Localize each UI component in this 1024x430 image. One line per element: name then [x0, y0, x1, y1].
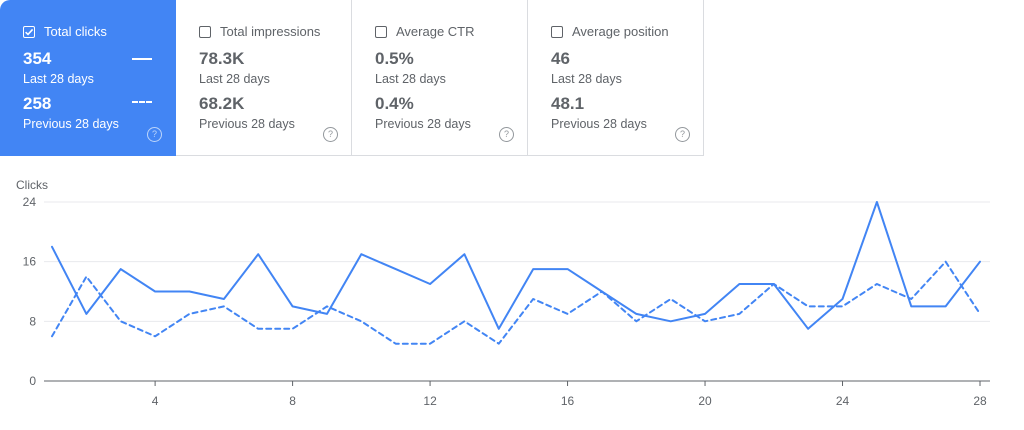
- checkbox-icon[interactable]: [551, 26, 563, 38]
- previous-value: 48.1: [551, 94, 585, 113]
- card-header: Average CTR: [375, 24, 475, 40]
- help-circle-icon[interactable]: ?: [675, 127, 690, 142]
- previous-metric: 48.1 Previous 28 days: [551, 94, 647, 132]
- previous-metric: 258 Previous 28 days: [23, 94, 119, 132]
- x-tick-label: 8: [289, 394, 296, 408]
- solid-line-legend-icon: [132, 58, 152, 60]
- card-header: Total impressions: [199, 24, 320, 40]
- current-label: Last 28 days: [199, 72, 270, 86]
- previous-label: Previous 28 days: [23, 117, 119, 131]
- checkbox-icon[interactable]: [23, 26, 35, 38]
- previous-metric: 0.4% Previous 28 days: [375, 94, 471, 132]
- previous-label: Previous 28 days: [551, 117, 647, 131]
- x-tick-label: 16: [561, 394, 575, 408]
- current-value: 0.5%: [375, 49, 414, 68]
- previous-value: 68.2K: [199, 94, 245, 113]
- metric-cards: Total clicks 354 Last 28 days 258 Previo…: [0, 0, 704, 156]
- help-circle-icon[interactable]: ?: [323, 127, 338, 142]
- x-tick-label: 4: [152, 394, 159, 408]
- current-label: Last 28 days: [23, 72, 94, 86]
- card-header: Total clicks: [23, 24, 107, 40]
- x-tick-label: 12: [423, 394, 437, 408]
- card-header: Average position: [551, 24, 669, 40]
- previous-metric: 68.2K Previous 28 days: [199, 94, 295, 132]
- card-total-clicks[interactable]: Total clicks 354 Last 28 days 258 Previo…: [0, 0, 176, 156]
- current-value: 46: [551, 49, 570, 68]
- clicks-line-chart: Clicks 0 8 16 24 4 8 12 16 20 24 28: [16, 178, 990, 408]
- previous-value: 0.4%: [375, 94, 414, 113]
- card-title: Total clicks: [44, 24, 107, 39]
- current-label: Last 28 days: [551, 72, 622, 86]
- y-axis-label: Clicks: [16, 178, 48, 192]
- chart-series: [51, 201, 981, 345]
- x-tick-label: 20: [698, 394, 712, 408]
- card-average-position[interactable]: Average position 46 Last 28 days 48.1 Pr…: [528, 0, 704, 156]
- current-metric: 78.3K Last 28 days: [199, 49, 270, 87]
- card-title: Total impressions: [220, 24, 321, 39]
- y-tick-label: 24: [23, 195, 37, 209]
- current-period-line: [51, 201, 981, 330]
- dashed-line-legend-icon: [132, 101, 152, 103]
- x-tick-label: 28: [973, 394, 987, 408]
- current-metric: 0.5% Last 28 days: [375, 49, 446, 87]
- previous-label: Previous 28 days: [375, 117, 471, 131]
- previous-label: Previous 28 days: [199, 117, 295, 131]
- y-axis-ticks: 0 8 16 24: [23, 195, 37, 388]
- y-tick-label: 8: [29, 314, 36, 328]
- card-total-impressions[interactable]: Total impressions 78.3K Last 28 days 68.…: [176, 0, 352, 156]
- y-tick-label: 0: [29, 374, 36, 388]
- checkbox-icon[interactable]: [375, 26, 387, 38]
- help-circle-icon[interactable]: ?: [499, 127, 514, 142]
- x-axis-ticks: 4 8 12 16 20 24 28: [152, 381, 987, 408]
- card-average-ctr[interactable]: Average CTR 0.5% Last 28 days 0.4% Previ…: [352, 0, 528, 156]
- previous-value: 258: [23, 94, 52, 113]
- current-value: 78.3K: [199, 49, 245, 68]
- current-metric: 354 Last 28 days: [23, 49, 94, 87]
- current-metric: 46 Last 28 days: [551, 49, 622, 87]
- checkbox-icon[interactable]: [199, 26, 211, 38]
- y-tick-label: 16: [23, 255, 37, 269]
- current-value: 354: [23, 49, 52, 68]
- previous-period-line: [51, 260, 981, 345]
- card-title: Average position: [572, 24, 669, 39]
- card-title: Average CTR: [396, 24, 475, 39]
- x-tick-label: 24: [836, 394, 850, 408]
- help-circle-icon[interactable]: ?: [147, 127, 162, 142]
- current-label: Last 28 days: [375, 72, 446, 86]
